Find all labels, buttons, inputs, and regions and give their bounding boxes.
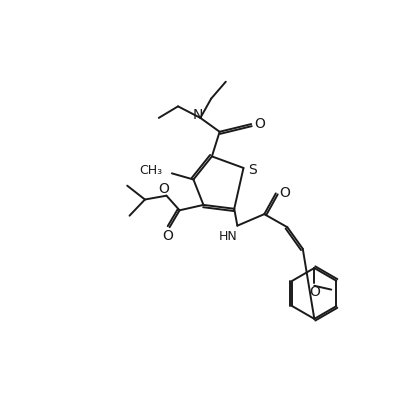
Text: S: S bbox=[248, 163, 257, 177]
Text: O: O bbox=[279, 186, 290, 200]
Text: O: O bbox=[254, 117, 265, 131]
Text: O: O bbox=[162, 230, 173, 243]
Text: O: O bbox=[158, 182, 169, 196]
Text: N: N bbox=[193, 108, 203, 122]
Text: HN: HN bbox=[219, 230, 237, 243]
Text: CH₃: CH₃ bbox=[140, 164, 163, 177]
Text: O: O bbox=[309, 285, 320, 299]
